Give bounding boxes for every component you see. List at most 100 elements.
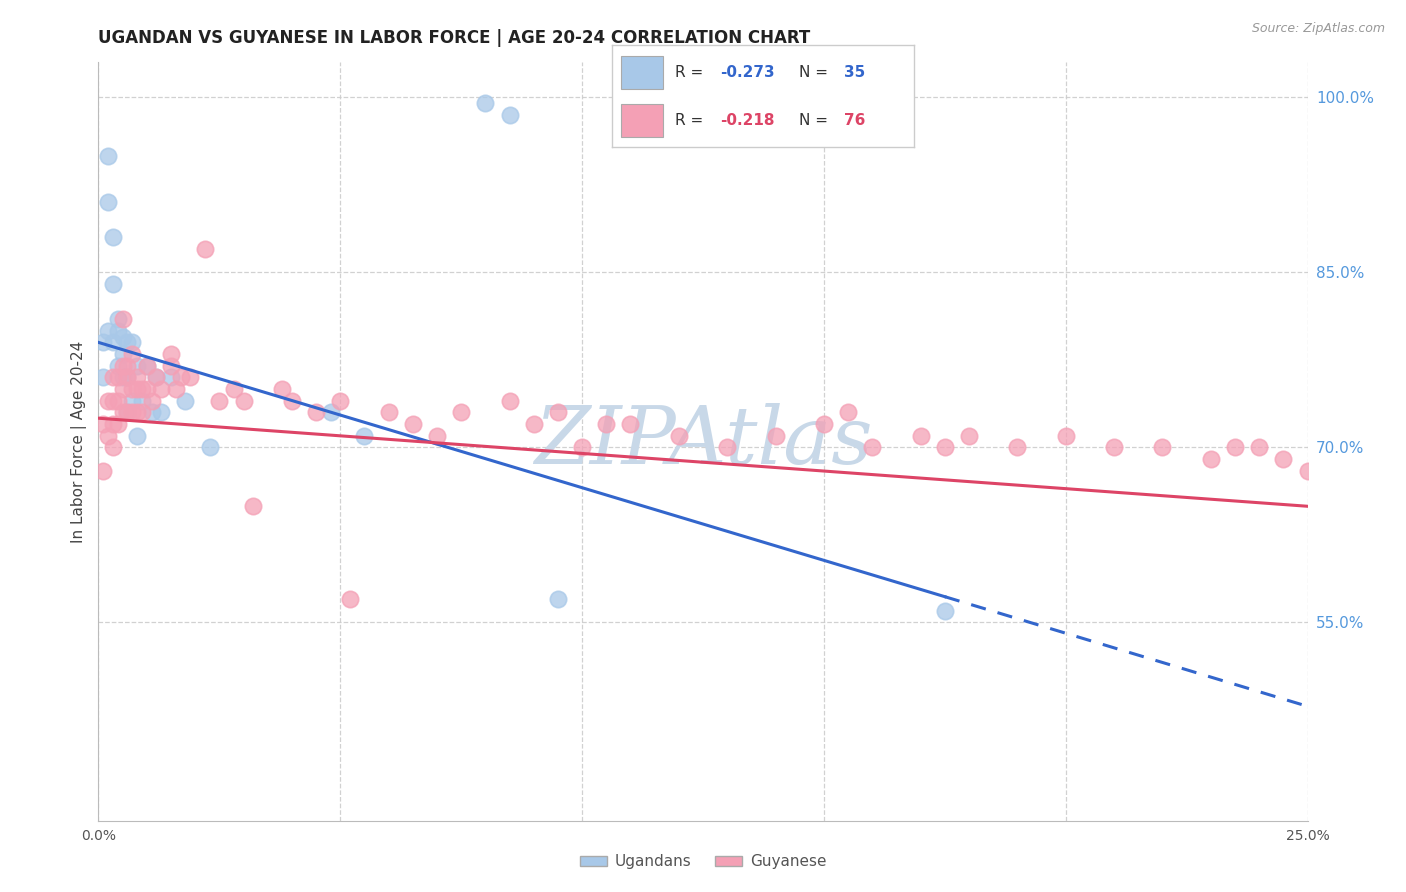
Bar (620, 104, 664, 137)
Point (131, 393, 153, 408)
Point (222, 382, 245, 396)
Point (242, 499, 264, 513)
Point (160, 347, 183, 361)
Point (179, 370, 201, 384)
Point (101, 393, 124, 408)
Point (97, 149, 120, 163)
Point (619, 417, 641, 431)
Point (837, 405, 859, 419)
Point (668, 428, 690, 442)
Point (101, 370, 124, 384)
Point (107, 359, 129, 373)
Point (117, 405, 139, 419)
Point (111, 329, 134, 343)
Point (716, 441, 738, 455)
Point (1344, 487, 1367, 501)
Point (1007, 441, 1029, 455)
Point (174, 393, 197, 408)
Point (121, 335, 143, 350)
Point (111, 405, 134, 419)
Point (117, 335, 139, 350)
Point (160, 359, 183, 373)
Point (101, 277, 124, 291)
Point (91, 335, 114, 350)
Point (1296, 464, 1319, 478)
Text: ZIPAtlas: ZIPAtlas (534, 403, 872, 480)
Point (1152, 441, 1174, 455)
Point (127, 370, 149, 384)
Point (131, 382, 153, 396)
Point (547, 405, 569, 419)
Point (160, 370, 183, 384)
Text: 76: 76 (845, 113, 866, 128)
Point (595, 417, 617, 431)
Point (402, 417, 425, 431)
Point (135, 359, 157, 373)
Text: -0.218: -0.218 (720, 113, 775, 128)
Point (474, 96, 496, 111)
Point (121, 393, 143, 408)
Point (145, 370, 167, 384)
Point (97, 428, 120, 442)
Point (101, 230, 124, 244)
Point (498, 108, 520, 122)
Point (101, 335, 124, 350)
Point (319, 405, 342, 419)
Point (271, 382, 294, 396)
Point (145, 370, 167, 384)
Text: R =: R = (675, 65, 709, 79)
Point (101, 441, 124, 455)
Point (934, 604, 956, 618)
Point (107, 417, 129, 431)
Point (135, 359, 157, 373)
Point (121, 347, 143, 361)
Point (194, 242, 217, 256)
Text: UGANDAN VS GUYANESE IN LABOR FORCE | AGE 20-24 CORRELATION CHART: UGANDAN VS GUYANESE IN LABOR FORCE | AGE… (98, 29, 811, 47)
Point (571, 441, 593, 455)
Point (141, 393, 163, 408)
Point (101, 417, 124, 431)
Text: 35: 35 (845, 65, 866, 79)
Point (127, 428, 149, 442)
Point (1199, 452, 1222, 467)
Point (111, 359, 134, 373)
Point (117, 370, 139, 384)
Text: Source: ZipAtlas.com: Source: ZipAtlas.com (1251, 22, 1385, 36)
Point (523, 417, 546, 431)
Point (165, 382, 187, 396)
Point (117, 370, 139, 384)
Legend: Ugandans, Guyanese: Ugandans, Guyanese (574, 848, 832, 875)
Point (377, 405, 399, 419)
Point (131, 405, 153, 419)
Point (813, 417, 835, 431)
Point (111, 347, 134, 361)
Point (127, 405, 149, 419)
Point (1102, 441, 1125, 455)
Point (107, 370, 129, 384)
Point (150, 405, 173, 419)
Point (111, 312, 134, 326)
Point (91, 417, 114, 431)
Point (169, 370, 191, 384)
Point (127, 382, 149, 396)
Point (450, 405, 472, 419)
Point (111, 370, 134, 384)
Point (305, 405, 328, 419)
Point (127, 359, 149, 373)
Text: R =: R = (675, 113, 709, 128)
Text: -0.273: -0.273 (720, 65, 775, 79)
Point (107, 393, 129, 408)
Point (97, 195, 120, 210)
Point (121, 405, 143, 419)
Point (934, 441, 956, 455)
Point (353, 428, 375, 442)
Point (339, 592, 361, 607)
Y-axis label: In Labor Force | Age 20-24: In Labor Force | Age 20-24 (72, 341, 87, 542)
Point (281, 393, 304, 408)
Text: N =: N = (799, 113, 832, 128)
Point (765, 428, 787, 442)
Point (1272, 452, 1295, 467)
Point (547, 592, 569, 607)
Point (97, 393, 120, 408)
Point (150, 382, 173, 396)
